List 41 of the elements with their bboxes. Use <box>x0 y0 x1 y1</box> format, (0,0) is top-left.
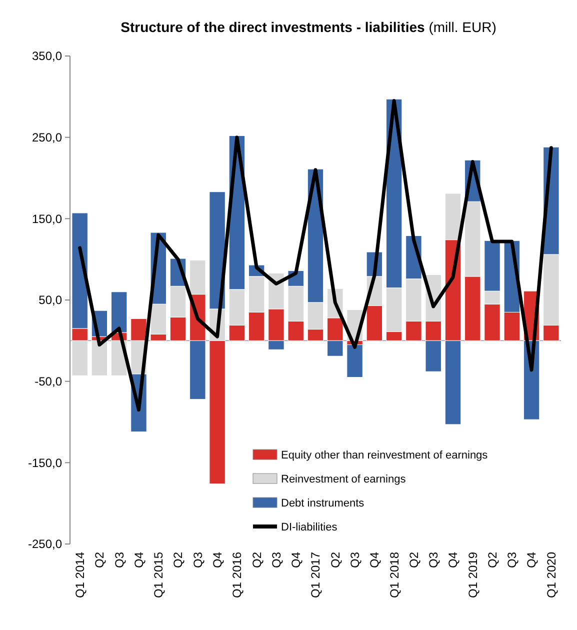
x-tick-label: Q4 <box>210 552 224 568</box>
chart-subtitle: (mill. EUR) <box>424 19 496 35</box>
y-tick-label: -150,0 <box>28 456 62 470</box>
x-tick-label: Q3 <box>426 552 441 568</box>
x-tick-label: Q2 <box>485 552 500 568</box>
x-tick-label: Q2 <box>250 552 264 568</box>
legend-label: Equity other than reinvestment of earnings <box>281 449 488 462</box>
x-tick-label: Q4 <box>368 552 382 568</box>
x-tick-label: Q1 2019 <box>466 552 480 598</box>
x-tick-label: Q3 <box>269 552 284 568</box>
x-tick-label: Q2 <box>328 552 342 568</box>
x-tick-label: Q3 <box>190 552 205 568</box>
legend-label: Reinvestment of earnings <box>281 473 406 486</box>
x-tick-label: Q3 <box>112 552 126 568</box>
bar <box>346 344 363 378</box>
x-tick-label: Q4 <box>524 552 539 568</box>
line-series <box>78 98 553 412</box>
x-tick-label: Q1 2018 <box>387 552 402 598</box>
x-tick-label: Q1 2020 <box>544 552 558 598</box>
bar <box>91 340 108 376</box>
x-tick-label: Q4 <box>446 552 460 568</box>
chart-title: Structure of the direct investments - liabilities <box>120 19 426 35</box>
x-tick-label: Q2 <box>406 552 421 568</box>
x-tick-label: Q1 2015 <box>152 552 166 598</box>
x-tick-label: Q1 2016 <box>230 552 244 598</box>
x-tick-label: Q4 <box>289 552 304 568</box>
x-tick-label: Q1 2017 <box>308 552 323 598</box>
x-tick-label: Q1 2014 <box>73 552 88 598</box>
y-tick-label: -50,0 <box>34 374 62 389</box>
x-tick-label: Q2 <box>92 552 107 568</box>
y-tick-label: -250,0 <box>28 537 62 552</box>
y-tick-label: 250,0 <box>32 130 62 145</box>
y-tick-label: 150,0 <box>32 212 62 226</box>
x-tick-label: Q4 <box>132 552 146 568</box>
y-tick-label: 50,0 <box>38 293 62 308</box>
legend-label: Debt instruments <box>281 497 365 510</box>
y-tick-label: 350,0 <box>32 49 62 64</box>
x-tick-label: Q3 <box>505 552 520 568</box>
x-tick-label: Q2 <box>171 552 186 568</box>
x-tick-label: Q3 <box>348 552 362 568</box>
legend-label: DI-liabilities <box>281 521 338 534</box>
